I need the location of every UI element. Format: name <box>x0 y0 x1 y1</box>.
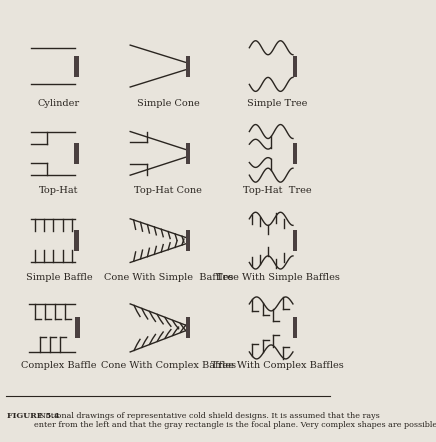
Text: Cylinder: Cylinder <box>38 99 80 108</box>
Bar <box>74 143 78 164</box>
Text: Tree With Simple Baffles: Tree With Simple Baffles <box>215 273 339 282</box>
Text: Complex Baffle: Complex Baffle <box>21 361 97 370</box>
Text: Cone With Simple  Baffles: Cone With Simple Baffles <box>104 273 233 282</box>
Bar <box>293 317 297 339</box>
Text: Notional drawings of representative cold shield designs. It is assumed that the : Notional drawings of representative cold… <box>34 412 436 429</box>
Text: Tree With Complex Baffles: Tree With Complex Baffles <box>211 361 344 370</box>
Bar <box>186 143 190 164</box>
Text: Simple Tree: Simple Tree <box>247 99 308 108</box>
Bar <box>293 230 297 251</box>
Text: Top-Hat: Top-Hat <box>39 186 79 195</box>
Bar <box>186 56 190 76</box>
Bar <box>293 56 297 76</box>
Bar <box>75 317 80 339</box>
Bar <box>186 317 190 339</box>
Text: Cone With Complex Baffles: Cone With Complex Baffles <box>101 361 236 370</box>
Text: Simple Cone: Simple Cone <box>137 99 200 108</box>
Text: Top-Hat Cone: Top-Hat Cone <box>134 186 202 195</box>
Bar <box>74 56 78 76</box>
Text: Simple Baffle: Simple Baffle <box>26 273 92 282</box>
Text: Top-Hat  Tree: Top-Hat Tree <box>243 186 312 195</box>
Bar <box>74 230 78 251</box>
Text: FIGURE 5.4: FIGURE 5.4 <box>7 412 59 420</box>
Bar <box>293 143 297 164</box>
Bar <box>186 230 190 251</box>
